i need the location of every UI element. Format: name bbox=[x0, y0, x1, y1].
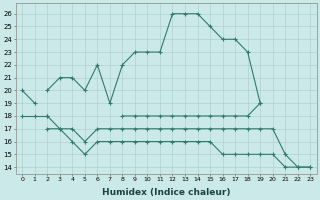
X-axis label: Humidex (Indice chaleur): Humidex (Indice chaleur) bbox=[102, 188, 230, 197]
